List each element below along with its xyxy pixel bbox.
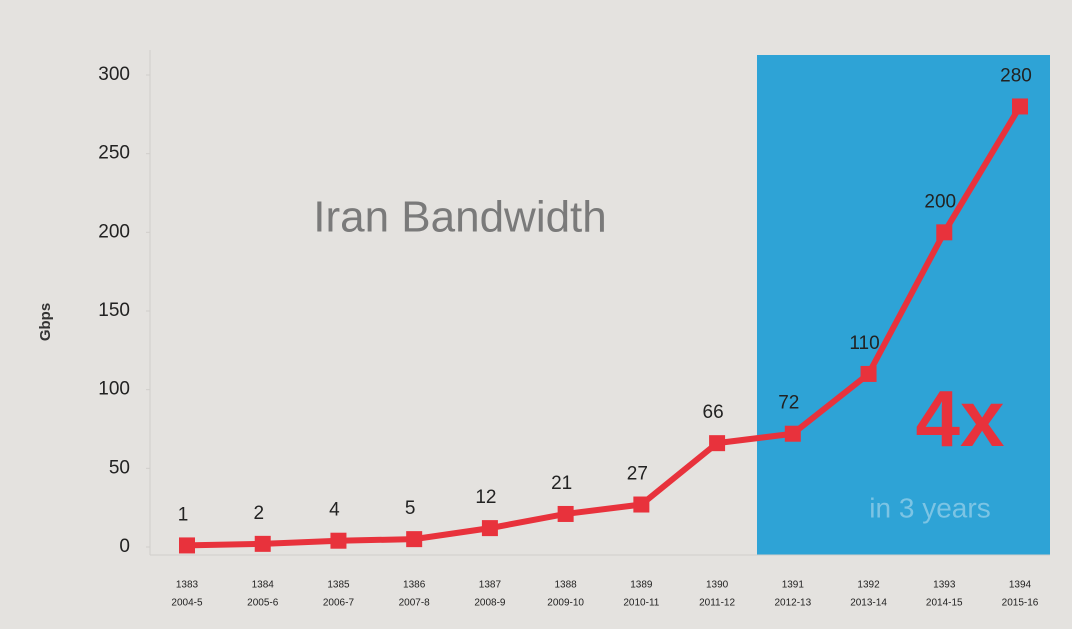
y-tick-label: 100 xyxy=(98,379,130,400)
x-tick-label: 2012-13 xyxy=(774,598,811,609)
data-label: 66 xyxy=(703,402,724,423)
data-point xyxy=(633,496,650,513)
x-tick-label: 2007-8 xyxy=(399,598,431,609)
x-tick-label: 2009-10 xyxy=(547,598,584,609)
x-tick-label: 2006-7 xyxy=(323,598,355,609)
data-point xyxy=(179,537,195,554)
data-label: 280 xyxy=(1000,65,1032,86)
x-tick-label: 2011-12 xyxy=(699,598,735,609)
y-tick-label: 50 xyxy=(109,457,130,478)
y-tick-label: 300 xyxy=(98,64,130,85)
annotation: in 3 years xyxy=(869,492,990,523)
data-label: 4 xyxy=(329,500,340,521)
annotation: 4x xyxy=(916,374,1005,463)
data-point xyxy=(1012,98,1028,115)
y-axis-label: Gbps xyxy=(37,303,54,341)
data-point xyxy=(784,425,801,442)
x-tick-label: 2014-15 xyxy=(926,598,963,609)
x-tick-label: 2005-6 xyxy=(247,598,279,609)
data-point xyxy=(860,365,877,382)
x-tick-label: 1393 xyxy=(933,580,956,591)
x-tick-label: 2013-14 xyxy=(850,598,887,609)
data-label: 110 xyxy=(849,333,879,354)
data-point xyxy=(254,535,271,552)
x-tick-label: 1390 xyxy=(706,580,729,591)
data-point xyxy=(406,531,423,548)
x-tick-label: 1389 xyxy=(630,580,653,591)
data-line xyxy=(186,104,1023,549)
data-point xyxy=(330,532,347,549)
y-tick-label: 200 xyxy=(98,221,130,242)
data-label: 2 xyxy=(253,503,264,524)
y-tick-label: 150 xyxy=(98,300,130,321)
x-tick-label: 1387 xyxy=(479,580,502,591)
data-point xyxy=(709,435,726,452)
x-tick-label: 1391 xyxy=(782,580,805,591)
x-tick-label: 1385 xyxy=(327,580,350,591)
y-tick-label: 250 xyxy=(98,143,130,164)
x-tick-label: 1386 xyxy=(403,580,426,591)
x-tick-label: 1392 xyxy=(857,580,880,591)
data-point xyxy=(936,224,953,241)
data-label: 12 xyxy=(475,487,496,508)
x-tick-label: 2004-5 xyxy=(171,598,203,609)
data-label: 5 xyxy=(405,498,416,519)
x-tick-label: 2015-16 xyxy=(1002,598,1039,609)
data-label: 27 xyxy=(627,464,648,485)
x-tick-label: 1394 xyxy=(1009,580,1032,591)
x-tick-label: 1388 xyxy=(555,580,578,591)
x-tick-label: 2010-11 xyxy=(623,598,659,609)
data-point xyxy=(481,520,498,537)
x-tick-label: 1383 xyxy=(176,580,199,591)
chart-title: Iran Bandwidth xyxy=(313,193,607,242)
data-label: 72 xyxy=(778,393,799,414)
data-label: 200 xyxy=(924,191,956,212)
data-label: 1 xyxy=(178,504,189,525)
x-tick-label: 1384 xyxy=(252,580,275,591)
x-tick-label: 2008-9 xyxy=(474,598,506,609)
data-point xyxy=(557,505,574,522)
data-label: 21 xyxy=(551,473,572,494)
y-tick-label: 0 xyxy=(119,536,130,557)
